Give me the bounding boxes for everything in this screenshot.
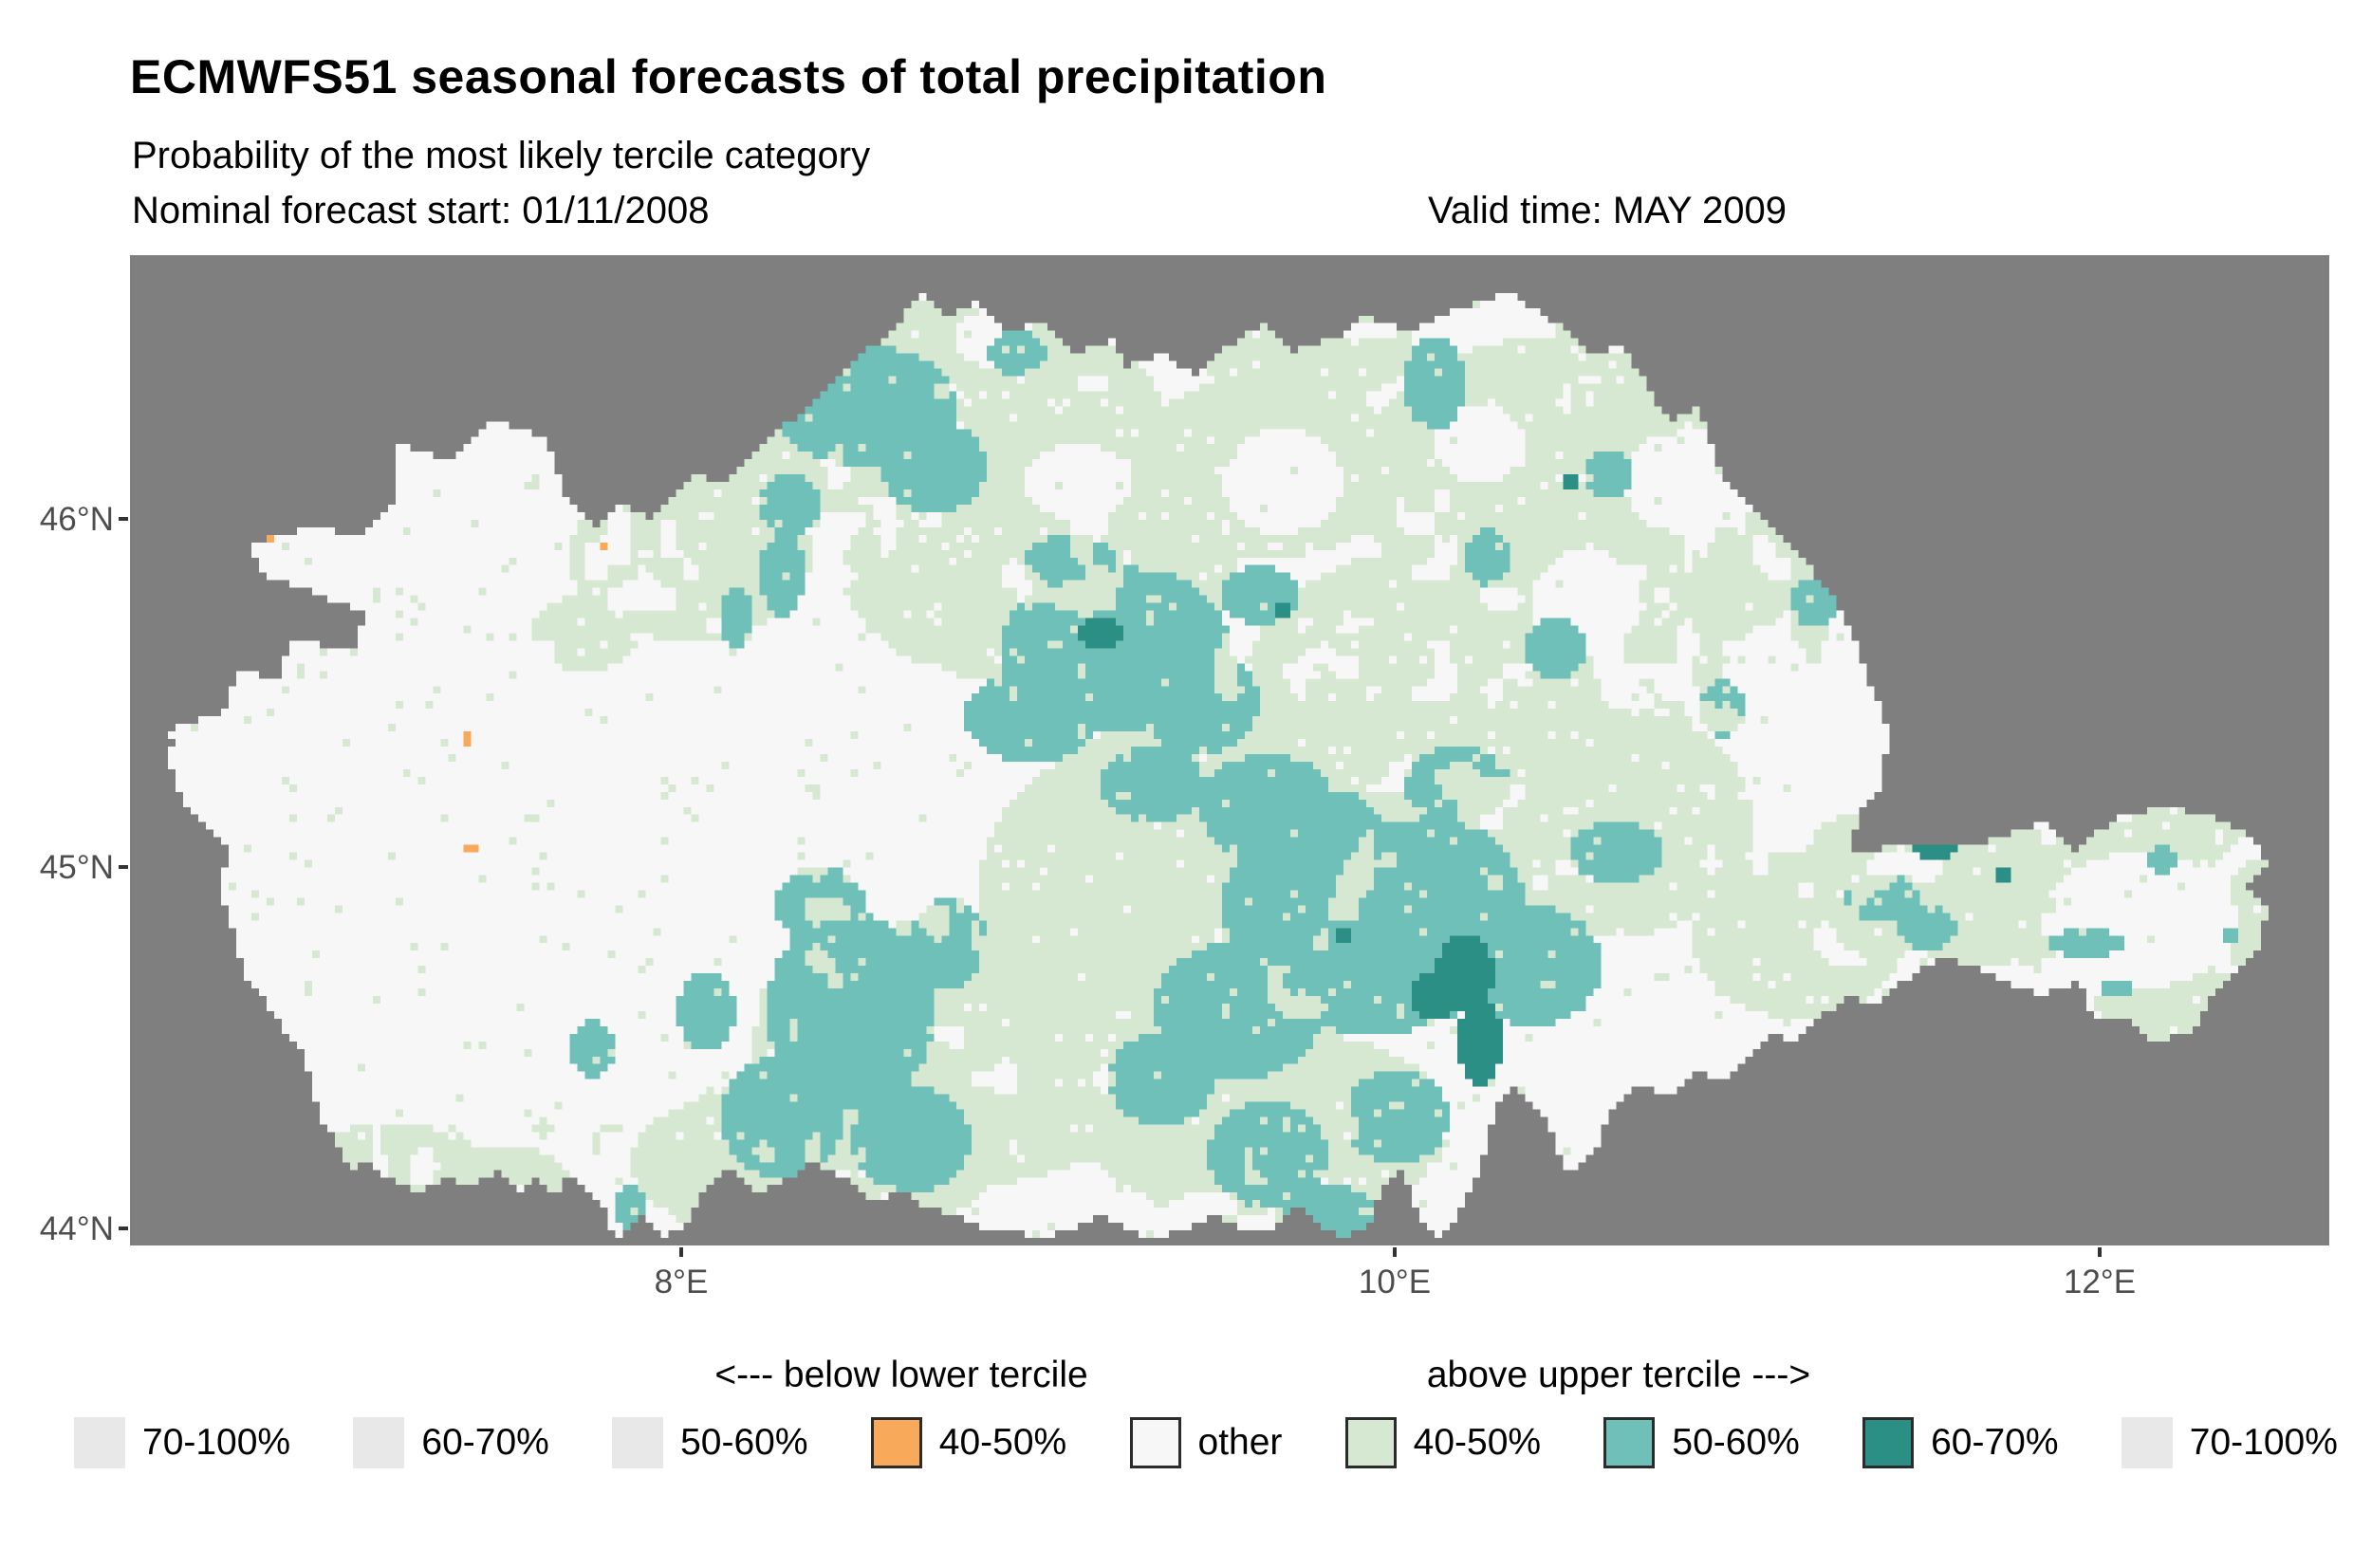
y-axis-tick-mark (119, 865, 128, 869)
legend-item: 60-70% (1862, 1417, 2059, 1468)
map-plot-area (130, 255, 2329, 1245)
legend-item: 40-50% (870, 1417, 1067, 1468)
y-axis-tick-label: 46°N (39, 501, 114, 538)
legend: 70-100% 60-70% 50-60% 40-50% other 40-50% 50-6… (74, 1417, 2338, 1468)
legend-item-label: 70-100% (2189, 1422, 2338, 1463)
legend-item: 40-50% (1344, 1417, 1542, 1468)
legend-color-swatch (1603, 1417, 1656, 1468)
y-axis-tick-label: 44°N (39, 1210, 114, 1247)
legend-color-swatch (612, 1417, 664, 1468)
legend-color-swatch (1862, 1417, 1915, 1468)
x-axis-tick-mark (2098, 1247, 2102, 1257)
x-axis-tick-label: 8°E (654, 1264, 709, 1301)
legend-color-swatch (870, 1417, 922, 1468)
legend-header-above-tercile: above upper tercile ---> (1426, 1355, 1811, 1395)
x-axis-tick-mark (679, 1247, 683, 1257)
legend-item-label: 60-70% (421, 1422, 549, 1463)
x-axis-tick-label: 12°E (2063, 1264, 2137, 1301)
forecast-start-label: Nominal forecast start: 01/11/2008 (132, 190, 710, 231)
valid-time-label: Valid time: MAY 2009 (1428, 190, 1787, 231)
legend-item: 50-60% (612, 1417, 808, 1468)
page-subtitle: Probability of the most likely tercile c… (132, 135, 871, 176)
legend-item-label: 50-60% (1672, 1422, 1800, 1463)
page-title: ECMWFS51 seasonal forecasts of total pre… (130, 50, 1327, 103)
legend-item-label: 40-50% (938, 1422, 1067, 1463)
legend-item-label: 70-100% (142, 1422, 291, 1463)
legend-color-swatch (1129, 1417, 1181, 1468)
legend-item: other (1129, 1417, 1283, 1468)
legend-color-swatch (74, 1417, 125, 1468)
legend-item-label: other (1197, 1422, 1283, 1463)
legend-header-below-tercile: <--- below lower tercile (714, 1355, 1088, 1395)
precipitation-raster-map (130, 255, 2329, 1245)
y-axis-tick-label: 45°N (39, 849, 114, 886)
legend-item: 50-60% (1603, 1417, 1800, 1468)
legend-item: 70-100% (2121, 1417, 2338, 1468)
legend-color-swatch (353, 1417, 405, 1468)
legend-item: 70-100% (74, 1417, 290, 1468)
y-axis-tick-mark (119, 517, 128, 521)
legend-item: 60-70% (353, 1417, 549, 1468)
legend-color-swatch (1344, 1417, 1397, 1468)
legend-item-label: 60-70% (1931, 1422, 2059, 1463)
y-axis-tick-mark (119, 1227, 128, 1230)
x-axis-tick-label: 10°E (1358, 1264, 1432, 1301)
legend-item-label: 40-50% (1413, 1422, 1542, 1463)
legend-color-swatch (2121, 1417, 2173, 1468)
legend-item-label: 50-60% (680, 1422, 808, 1463)
x-axis-tick-mark (1393, 1247, 1397, 1257)
